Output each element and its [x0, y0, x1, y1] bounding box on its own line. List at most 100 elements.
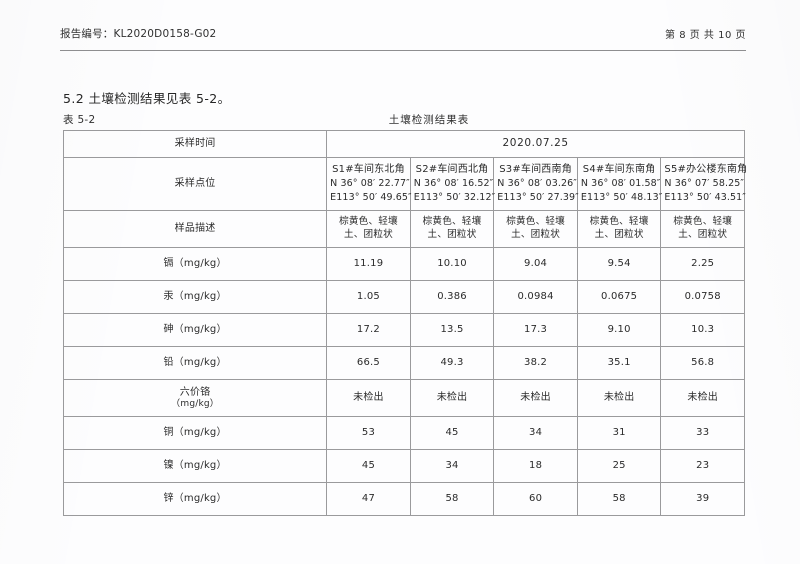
table-row-sampling-time: 采样时间 2020.07.25 [62, 130, 745, 158]
description-value-2: 棕黄色、轻壤土、团粒状 [422, 216, 482, 240]
description-value-4: 棕黄色、轻壤土、团粒状 [589, 216, 649, 240]
cell-nickel-s5: 23 [660, 449, 745, 483]
point-name-4: S4#车间东南角 [582, 163, 656, 175]
point-lat-2: N 36° 08′ 16.52″ [413, 178, 494, 190]
point-lat-3: N 36° 08′ 03.26″ [497, 178, 577, 190]
cell-description-1: 棕黄色、轻壤土、团粒状 [326, 210, 411, 248]
cell-zinc-s4: 58 [576, 482, 662, 516]
table-row-arsenic: 砷（mg/kg） 17.2 13.5 17.3 9.10 10.3 [62, 313, 745, 347]
point-lon-2: E113° 50′ 32.12″ [413, 192, 496, 204]
table-row-copper: 铜（mg/kg） 53 45 34 31 33 [62, 416, 745, 450]
point-name-1: S1#车间东北角 [332, 163, 405, 175]
cell-mercury-s4: 0.0675 [576, 280, 662, 314]
cell-cr6-s5: 未检出 [660, 379, 745, 417]
cell-point-3: S3#车间西南角 N 36° 08′ 03.26″ E113° 50′ 27.3… [493, 157, 579, 211]
cell-nickel-s3: 18 [493, 449, 578, 483]
cell-mercury-s1: 1.05 [326, 280, 411, 314]
soil-results-table-wrapper: 采样时间 2020.07.25 采样点位 S1#车间东北角 N 36° 08′ … [62, 130, 748, 516]
cell-point-1: S1#车间东北角 N 36° 08′ 22.77″ E113° 50′ 49.6… [326, 157, 412, 211]
table-row-nickel: 镍（mg/kg） 45 34 18 25 23 [62, 449, 745, 483]
cell-arsenic-s5: 10.3 [660, 313, 745, 347]
cell-cr6-s3: 未检出 [493, 379, 578, 417]
cell-lead-s5: 56.8 [660, 346, 745, 380]
table-row-hexavalent-chromium: 六价铬 （mg/kg） 未检出 未检出 未检出 未检出 未检出 [62, 379, 745, 417]
cell-cr6-s1: 未检出 [326, 379, 411, 417]
description-value-5: 棕黄色、轻壤土、团粒状 [673, 216, 733, 240]
cell-description-3: 棕黄色、轻壤土、团粒状 [493, 210, 578, 248]
cell-arsenic-s3: 17.3 [493, 313, 578, 347]
table-row-lead: 铅（mg/kg） 66.5 49.3 38.2 35.1 56.8 [62, 346, 745, 380]
row-header-sampling-time: 采样时间 [62, 130, 328, 158]
table-row-sample-description: 样品描述 棕黄色、轻壤土、团粒状 棕黄色、轻壤土、团粒状 棕黄色、轻壤土、团粒状… [62, 210, 745, 248]
cell-description-4: 棕黄色、轻壤土、团粒状 [576, 210, 662, 248]
point-lon-1: E113° 50′ 49.65″ [330, 192, 412, 204]
cell-point-4: S4#车间东南角 N 36° 08′ 01.58″ E113° 50′ 48.1… [576, 157, 663, 211]
table-row-zinc: 锌（mg/kg） 47 58 60 58 39 [62, 482, 745, 516]
cell-sampling-date: 2020.07.25 [326, 130, 745, 158]
header-divider [60, 50, 746, 51]
cell-copper-s1: 53 [326, 416, 411, 450]
row-header-lead: 铅（mg/kg） [62, 346, 328, 380]
cell-arsenic-s2: 13.5 [409, 313, 495, 347]
row-header-copper: 铜（mg/kg） [62, 416, 328, 450]
cr6-name: 六价铬 [179, 386, 211, 398]
cell-lead-s2: 49.3 [409, 346, 495, 380]
point-name-5: S5#办公楼东南角 [664, 163, 748, 175]
row-header-nickel: 镍（mg/kg） [62, 449, 328, 483]
table-row-sampling-point: 采样点位 S1#车间东北角 N 36° 08′ 22.77″ E113° 50′… [62, 157, 748, 211]
soil-results-table: 采样时间 2020.07.25 采样点位 S1#车间东北角 N 36° 08′ … [62, 130, 748, 516]
cell-nickel-s1: 45 [326, 449, 411, 483]
page-header: 报告编号：KL2020D0158-G02 第 8 页 共 10 页 [60, 26, 746, 48]
cell-point-2: S2#车间西北角 N 36° 08′ 16.52″ E113° 50′ 32.1… [409, 157, 496, 211]
row-header-sample-description: 样品描述 [62, 210, 328, 248]
cell-cr6-s4: 未检出 [576, 379, 662, 417]
cell-zinc-s2: 58 [409, 482, 495, 516]
cell-zinc-s1: 47 [326, 482, 411, 516]
cell-zinc-s3: 60 [493, 482, 578, 516]
table-row-mercury: 汞（mg/kg） 1.05 0.386 0.0984 0.0675 0.0758 [62, 280, 745, 314]
row-header-hexavalent-chromium: 六价铬 （mg/kg） [62, 379, 328, 417]
row-header-cadmium: 镉（mg/kg） [62, 247, 328, 281]
point-lon-5: E113° 50′ 43.51″ [664, 192, 746, 204]
cell-lead-s3: 38.2 [493, 346, 578, 380]
description-value-1: 棕黄色、轻壤土、团粒状 [339, 216, 398, 240]
point-lat-4: N 36° 08′ 01.58″ [580, 178, 661, 190]
cell-cadmium-s2: 10.10 [409, 247, 495, 281]
table-row-cadmium: 镉（mg/kg） 11.19 10.10 9.04 9.54 2.25 [62, 247, 745, 281]
cell-cadmium-s5: 2.25 [660, 247, 745, 281]
cell-cadmium-s1: 11.19 [326, 247, 411, 281]
cell-point-5: S5#办公楼东南角 N 36° 07′ 58.25″ E113° 50′ 43.… [660, 157, 748, 211]
row-header-sampling-point: 采样点位 [62, 157, 328, 211]
cell-cadmium-s4: 9.54 [576, 247, 662, 281]
point-lat-1: N 36° 08′ 22.77″ [330, 178, 410, 190]
cell-arsenic-s1: 17.2 [326, 313, 411, 347]
cell-copper-s5: 33 [660, 416, 745, 450]
cell-copper-s4: 31 [576, 416, 662, 450]
cell-mercury-s3: 0.0984 [493, 280, 578, 314]
table-caption: 表 5-2 土壤检测结果表 [63, 112, 745, 128]
row-header-arsenic: 砷（mg/kg） [62, 313, 328, 347]
row-header-mercury: 汞（mg/kg） [62, 280, 328, 314]
point-name-3: S3#车间西南角 [499, 163, 572, 175]
cell-mercury-s5: 0.0758 [660, 280, 745, 314]
point-lon-4: E113° 50′ 48.13″ [580, 192, 663, 204]
cell-lead-s4: 35.1 [576, 346, 662, 380]
description-value-3: 棕黄色、轻壤土、团粒状 [506, 216, 565, 240]
row-header-zinc: 锌（mg/kg） [62, 482, 328, 516]
cell-zinc-s5: 39 [660, 482, 745, 516]
page-number: 第 8 页 共 10 页 [665, 30, 746, 41]
cell-copper-s3: 34 [493, 416, 578, 450]
cell-mercury-s2: 0.386 [409, 280, 495, 314]
report-number: 报告编号：KL2020D0158-G02 [60, 28, 217, 40]
point-name-2: S2#车间西北角 [415, 163, 489, 175]
cell-arsenic-s4: 9.10 [576, 313, 662, 347]
cell-description-2: 棕黄色、轻壤土、团粒状 [409, 210, 495, 248]
cell-description-5: 棕黄色、轻壤土、团粒状 [660, 210, 745, 248]
cell-lead-s1: 66.5 [326, 346, 411, 380]
cell-copper-s2: 45 [409, 416, 495, 450]
cell-nickel-s4: 25 [576, 449, 662, 483]
cell-cr6-s2: 未检出 [409, 379, 495, 417]
point-lon-3: E113° 50′ 27.39″ [497, 192, 579, 204]
table-body: 采样时间 2020.07.25 采样点位 S1#车间东北角 N 36° 08′ … [62, 130, 748, 516]
